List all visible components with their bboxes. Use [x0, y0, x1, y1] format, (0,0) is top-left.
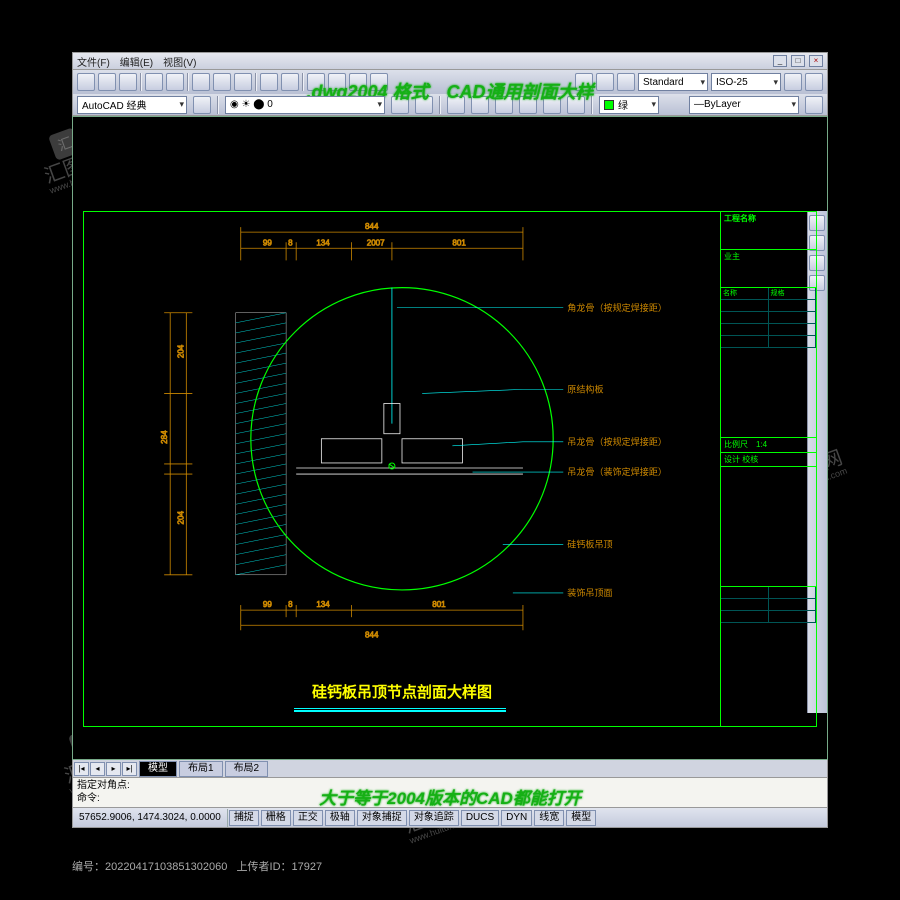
svg-text:99: 99: [263, 238, 272, 247]
svg-text:134: 134: [316, 238, 330, 247]
tb-scale: 比例尺 1:4: [721, 438, 816, 453]
status-ducs[interactable]: DUCS: [461, 810, 499, 826]
drawing-title-underline: [294, 708, 506, 712]
svg-text:204: 204: [176, 510, 185, 524]
menu-file[interactable]: 文件(F): [77, 54, 110, 69]
maximize-button[interactable]: □: [791, 55, 805, 67]
close-button[interactable]: ×: [809, 55, 823, 67]
tab-first-icon[interactable]: |◂: [74, 762, 89, 776]
layer-combo[interactable]: ◉ ☀ ⬤ 0: [225, 96, 385, 114]
minimize-button[interactable]: _: [773, 55, 787, 67]
workspace-combo[interactable]: AutoCAD 经典: [77, 96, 187, 114]
svg-text:801: 801: [432, 600, 446, 609]
footer-metadata: 编号：20220417103851302060 上传者ID：17927: [72, 858, 322, 874]
menubar: 文件(F) 编辑(E) 视图(V) _ □ ×: [72, 52, 828, 70]
status-polar[interactable]: 极轴: [325, 810, 355, 826]
status-grid[interactable]: 栅格: [261, 810, 291, 826]
tab-model[interactable]: 模型: [139, 761, 177, 777]
svg-text:吊龙骨（按规定焊接距）: 吊龙骨（按规定焊接距）: [567, 436, 667, 447]
svg-text:844: 844: [365, 630, 379, 639]
overlay-title-bottom: 大于等于2004版本的CAD都能打开: [73, 784, 827, 809]
svg-text:2007: 2007: [367, 238, 385, 247]
svg-text:204: 204: [176, 344, 185, 358]
svg-text:801: 801: [452, 238, 466, 247]
drawing-frame: 工程名称 业主 名称规格 比例尺 1:4 设计 校核: [83, 211, 817, 727]
status-osnap[interactable]: 对象捕捉: [357, 810, 407, 826]
svg-text:284: 284: [160, 430, 169, 444]
status-otrack[interactable]: 对象追踪: [409, 810, 459, 826]
status-model[interactable]: 模型: [566, 810, 596, 826]
tb-design: 设计 校核: [721, 453, 816, 468]
tb-spacer: [721, 467, 816, 587]
tb-grid: 名称规格: [721, 288, 816, 348]
svg-text:硅钙板吊顶: 硅钙板吊顶: [567, 539, 612, 550]
svg-text:134: 134: [316, 600, 330, 609]
svg-text:吊龙骨（装饰定焊接距）: 吊龙骨（装饰定焊接距）: [567, 466, 667, 477]
tb-project: 工程名称: [721, 212, 816, 250]
command-line[interactable]: 指定对角点: 命令: 大于等于2004版本的CAD都能打开: [72, 778, 828, 808]
status-lwt[interactable]: 线宽: [534, 810, 564, 826]
linetype-combo[interactable]: — ByLayer: [689, 96, 799, 114]
drawing-title: 硅钙板吊顶节点剖面大样图: [84, 681, 720, 702]
svg-text:原结构板: 原结构板: [567, 383, 603, 394]
tab-next-icon[interactable]: ▸: [106, 762, 121, 776]
svg-text:844: 844: [365, 222, 379, 231]
svg-text:角龙骨（按规定焊接距）: 角龙骨（按规定焊接距）: [567, 302, 667, 313]
menu-view[interactable]: 视图(V): [163, 54, 196, 69]
svg-text:8: 8: [288, 600, 293, 609]
statusbar: 57652.9006, 1474.3024, 0.0000 捕捉 栅格 正交 极…: [72, 808, 828, 828]
autocad-window: 文件(F) 编辑(E) 视图(V) _ □ × Standard ISO: [72, 52, 828, 852]
svg-text:8: 8: [288, 238, 293, 247]
menu-edit[interactable]: 编辑(E): [120, 54, 153, 69]
status-ortho[interactable]: 正交: [293, 810, 323, 826]
tab-layout1[interactable]: 布局1: [179, 761, 223, 777]
model-layout-tabs: |◂ ◂ ▸ ▸| 模型 布局1 布局2: [72, 760, 828, 778]
tab-last-icon[interactable]: ▸|: [122, 762, 137, 776]
tab-prev-icon[interactable]: ◂: [90, 762, 105, 776]
svg-text:装饰吊顶面: 装饰吊顶面: [567, 587, 612, 598]
drawing-canvas[interactable]: 工程名称 业主 名称规格 比例尺 1:4 设计 校核: [72, 116, 828, 760]
titleblock: 工程名称 业主 名称规格 比例尺 1:4 设计 校核: [720, 212, 816, 726]
color-combo[interactable]: 绿: [599, 96, 659, 114]
status-dyn[interactable]: DYN: [501, 810, 532, 826]
cad-drawing: 844 99 8 134 2007 801: [84, 212, 720, 726]
tab-layout2[interactable]: 布局2: [225, 761, 269, 777]
svg-text:99: 99: [263, 600, 272, 609]
status-snap[interactable]: 捕捉: [229, 810, 259, 826]
tb-grid-bottom: [721, 587, 816, 623]
tb-spacer: [721, 348, 816, 438]
coordinates: 57652.9006, 1474.3024, 0.0000: [73, 809, 228, 827]
tb-owner: 业主: [721, 250, 816, 288]
